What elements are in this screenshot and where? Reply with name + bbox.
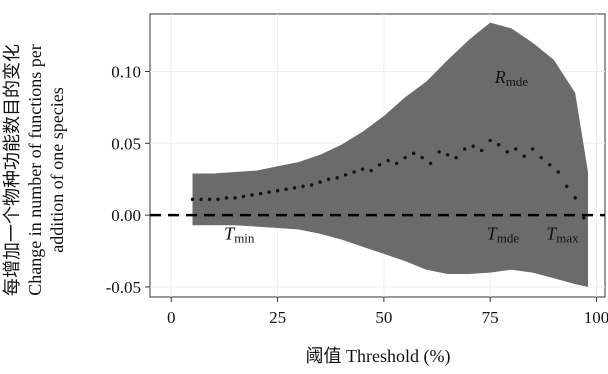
data-point [514, 147, 518, 151]
data-point [284, 187, 288, 191]
band-layer [192, 22, 588, 287]
data-point [531, 147, 535, 151]
x-tick-label: 100 [584, 308, 608, 327]
points-layer [190, 138, 586, 220]
data-point [420, 155, 424, 160]
data-point [522, 154, 526, 158]
y-tick-label: 0.00 [111, 206, 141, 225]
y-axis-title-line-1: 每增加一个物种功能数目的变化 [2, 44, 22, 296]
data-point [292, 186, 297, 190]
data-point [241, 194, 246, 199]
x-axis: 0 25 50 75 100 [167, 297, 608, 327]
data-point [471, 144, 475, 148]
y-axis-title-group-2: Change in number of functions per [25, 44, 45, 295]
x-tick-label: 50 [375, 308, 392, 327]
data-point [565, 184, 569, 189]
data-point [233, 196, 237, 200]
data-point [437, 150, 441, 154]
data-point [428, 161, 433, 166]
data-point [488, 138, 492, 143]
data-point [301, 184, 305, 189]
data-point [548, 163, 552, 167]
data-point [539, 155, 543, 160]
data-point [309, 183, 314, 187]
data-point [216, 197, 220, 202]
y-axis-title-group-3: addition of one species [47, 87, 67, 252]
annotation-layer: Rmde Tmin Tmde Tmax [224, 67, 579, 246]
data-point [479, 148, 484, 153]
data-point [267, 190, 271, 194]
x-axis-title: 阈值 Threshold (%) [306, 346, 451, 367]
data-point [411, 151, 416, 156]
data-point [360, 167, 365, 171]
x-tick-label: 75 [482, 308, 499, 327]
annotation-t-min: Tmin [224, 224, 255, 246]
data-point [386, 158, 390, 163]
data-point [250, 193, 254, 197]
annotation-r-mde: Rmde [494, 67, 529, 89]
y-tick-label: 0.10 [111, 62, 141, 81]
data-point [326, 177, 331, 181]
data-point [352, 170, 356, 174]
data-point [505, 150, 509, 154]
data-point [403, 155, 407, 160]
annotation-t-max: Tmax [546, 224, 579, 246]
data-point [377, 163, 382, 167]
data-point [258, 191, 263, 196]
data-point [445, 153, 450, 157]
data-point [318, 180, 322, 184]
y-axis-title-line-2: Change in number of functions per [25, 44, 45, 295]
data-point [369, 168, 373, 173]
x-tick-label: 0 [167, 308, 176, 327]
data-point [462, 147, 467, 151]
y-tick-label: 0.05 [111, 134, 141, 153]
y-axis-title-group: 每增加一个物种功能数目的变化 [2, 44, 22, 296]
data-point [190, 197, 195, 202]
data-point [573, 196, 577, 200]
annotation-t-mde: Tmde [487, 224, 520, 246]
data-point [199, 197, 203, 202]
data-point [454, 155, 458, 160]
data-point [275, 188, 280, 193]
y-axis: -0.05 0.00 0.05 0.10 [106, 62, 150, 297]
data-point [582, 216, 586, 220]
data-point [207, 197, 212, 202]
y-tick-label: -0.05 [106, 278, 141, 297]
data-point [224, 196, 229, 200]
x-tick-label: 25 [269, 308, 286, 327]
confidence-band [192, 22, 588, 287]
data-point [496, 143, 501, 147]
y-axis-title-line-3: addition of one species [47, 87, 67, 252]
data-point [556, 170, 560, 174]
data-point [343, 173, 348, 177]
data-point [394, 161, 399, 166]
data-point [335, 176, 339, 180]
